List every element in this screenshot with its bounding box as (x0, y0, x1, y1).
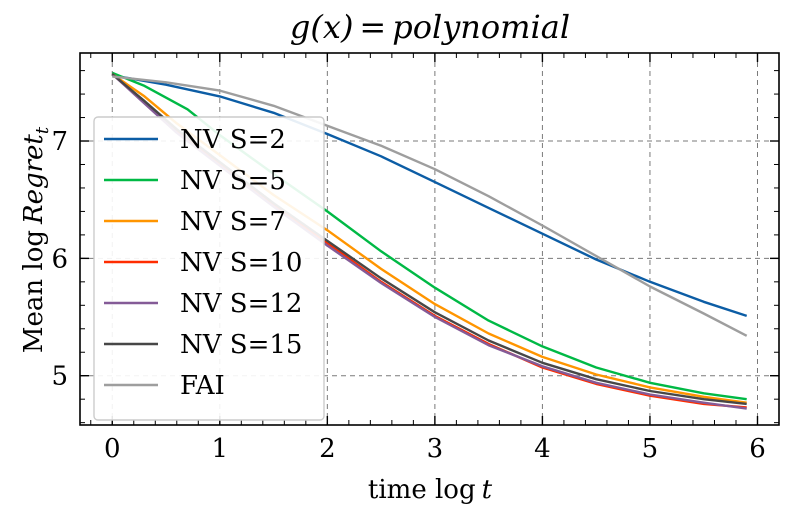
legend-label: NV S=2 (180, 125, 286, 155)
x-tick-label: 3 (427, 434, 444, 464)
legend-label: NV S=12 (180, 289, 302, 319)
series-line (112, 75, 748, 337)
legend-label: NV S=10 (180, 248, 302, 278)
y-tick-label: 6 (51, 244, 68, 274)
x-tick-label: 1 (212, 434, 229, 464)
x-tick-label: 6 (749, 434, 766, 464)
x-tick-label: 5 (642, 434, 659, 464)
y-tick-label: 5 (51, 362, 68, 392)
legend-label: FAI (180, 371, 225, 401)
x-axis-label: time log t (368, 475, 493, 505)
y-tick-label: 7 (51, 127, 68, 157)
chart-title: g(x) = polynomial (290, 8, 570, 46)
plot-frame (79, 52, 780, 426)
tick-labels: 0 1 2 3 4 5 6 5 6 7 (51, 127, 765, 464)
legend-label: NV S=15 (180, 330, 302, 360)
x-tick-label: 2 (319, 434, 336, 464)
plot-border (79, 52, 780, 426)
legend-label: NV S=7 (180, 207, 286, 237)
legend: NV S=2 NV S=5 NV S=7 NV S=10 NV S=12 NV S=15 F… (93, 116, 325, 421)
x-tick-label: 4 (534, 434, 551, 464)
x-tick-label: 0 (104, 434, 121, 464)
series-line (111, 71, 747, 401)
y-axis-label: Mean logRegrett (19, 126, 53, 353)
series-line (112, 74, 748, 318)
legend-label: NV S=5 (180, 166, 286, 196)
